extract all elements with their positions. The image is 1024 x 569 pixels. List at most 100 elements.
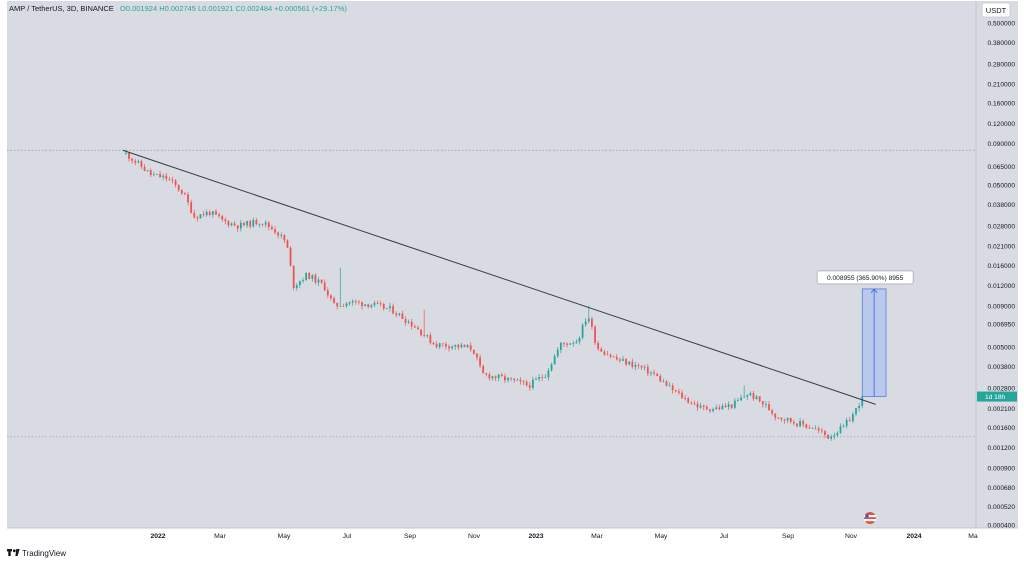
candle-body [671,385,674,391]
candle-body [482,365,485,374]
measure-label: 0.008955 (365.90%) 8955 [827,275,904,282]
candle-body [820,430,823,432]
candle-body [730,404,733,408]
candle-body [454,344,457,347]
candle-body [140,161,143,168]
candle-body [600,348,603,352]
price-tick-label: 0.021000 [987,244,1015,251]
candle-body [199,214,202,219]
candle-body [463,344,466,348]
candle-body [805,424,808,428]
trendline-layer[interactable] [122,149,876,405]
candle-body [441,343,444,345]
candle-body [233,223,236,226]
candle-body [152,174,155,176]
time-tick-label: May [655,533,668,540]
candle-body [448,346,450,349]
candle-body [243,222,245,226]
candle-body [494,376,497,379]
candle-body [339,306,342,307]
measure-tool[interactable]: 0.008955 (365.90%) 8955 [816,270,914,397]
candle-body [733,400,736,408]
candle-body [280,234,283,236]
event-flag-icon[interactable] [864,512,876,524]
symbol-title[interactable]: AMP / TetherUS, 3D, BINANCE [9,4,114,13]
candle-body [591,318,593,327]
price-axis[interactable]: 0.500000 0.380000 0.280000 0.210000 0.160000… [977,21,1017,530]
candle-body [345,303,348,307]
candle-body [457,344,460,348]
candle-body [128,152,130,159]
time-tick-label: 2024 [906,533,921,540]
candle-body [584,321,587,325]
horizontal-lines [7,149,976,438]
candle-body [246,221,248,226]
time-tick-label: 2022 [150,533,165,540]
candle-body [187,194,189,203]
candle-body [311,275,314,279]
price-tick-label: 0.000680 [987,485,1015,492]
candle-body [575,341,578,344]
candle-body [420,329,422,336]
price-tick-label: 0.120000 [987,121,1015,128]
candle-body [491,376,494,379]
price-tick-label: 0.028000 [987,223,1015,230]
candle-body [438,343,441,348]
candle-body [149,170,152,176]
candle-body [389,306,391,309]
price-tick-label: 0.000900 [987,465,1015,472]
candle-body [193,212,196,218]
candle-body [358,301,360,303]
candle-body [451,346,454,349]
price-tick-label: 0.006950 [987,322,1015,329]
candle-body [373,302,376,306]
candle-body [227,221,230,226]
candle-body [264,222,267,225]
candle-body [460,344,463,348]
candle-body [395,313,398,315]
candle-body [646,366,649,374]
candle-body [236,225,239,229]
candle-body [382,304,385,309]
candle-body [811,427,814,429]
candle-body [640,365,643,368]
price-tick-label: 0.160000 [987,101,1015,108]
time-axis[interactable]: 2022 Mar May Jul Sep Nov 2023 Mar May Jul Sep Nov 20… [150,533,977,540]
candle-body [612,356,615,358]
candle-body [376,302,379,304]
candle-body [637,364,640,366]
candle-body [615,356,618,360]
candle-body [845,420,848,426]
candle-body [258,223,261,225]
candle-body [466,345,469,348]
candle-body [578,337,581,342]
candle-body [513,378,516,381]
candle-body [855,408,857,415]
candle-body [476,353,478,358]
candle-body [724,405,727,408]
candle-body [131,158,134,161]
candle-body [407,321,410,323]
candle-body [519,379,522,382]
time-tick-label: Jul [343,533,352,540]
currency-button[interactable] [981,2,1011,18]
candle-body [830,436,833,439]
candle-body [134,160,137,163]
candle-body [768,404,770,411]
candle-body [252,219,255,227]
candle-body [429,335,432,344]
candle-body [827,434,829,439]
candle-body [385,308,388,309]
candle-body [398,313,401,315]
candle-body [836,432,839,436]
candle-body [239,222,242,229]
plot-area [7,1,976,528]
last-price-tag [977,391,1017,402]
candle-body [423,335,426,337]
candle-body [336,302,339,307]
candle-body [659,376,662,382]
candle-body [249,221,252,227]
time-tick-label: Mar [591,533,603,540]
